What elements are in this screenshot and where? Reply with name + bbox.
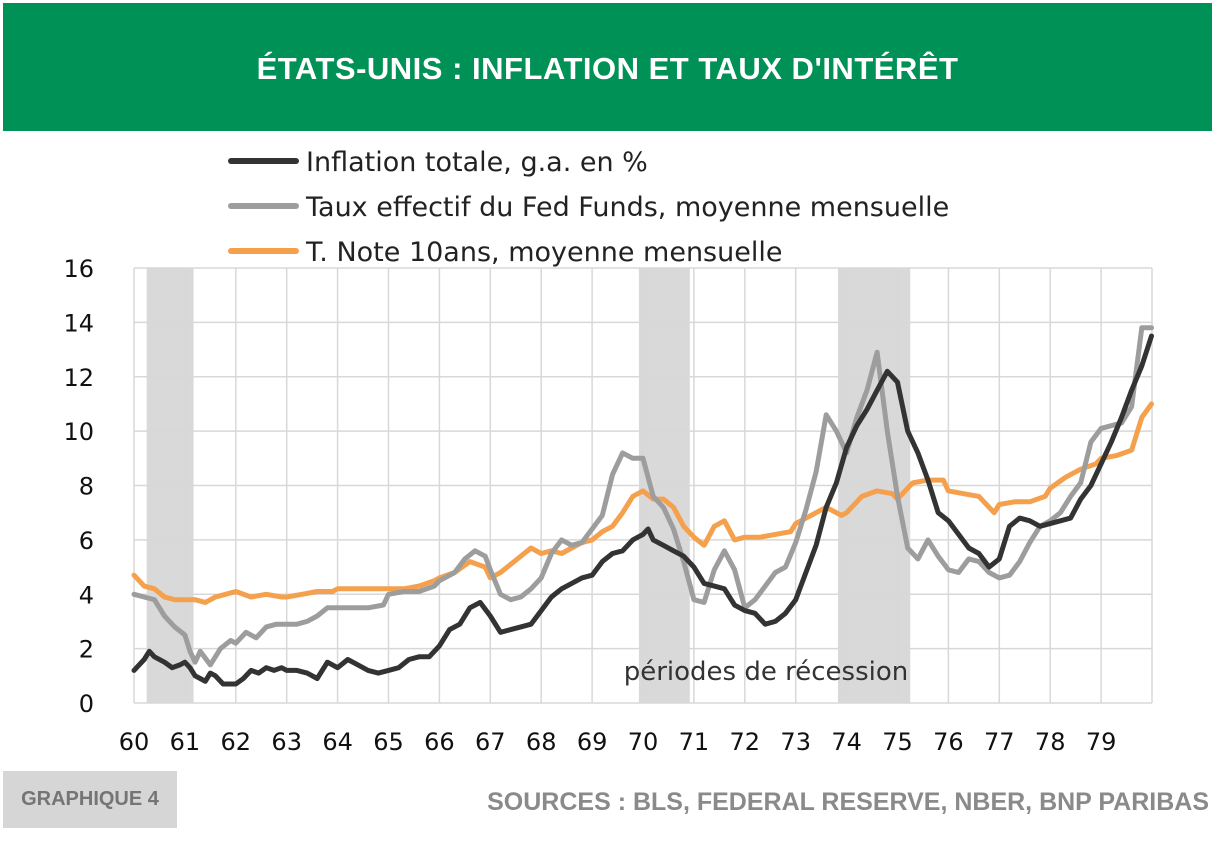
- y-tick-label-5: 10: [63, 418, 94, 446]
- x-tick-label-5: 65: [373, 728, 404, 756]
- x-tick-label-15: 75: [882, 728, 913, 756]
- chart-legend: Inflation totale, g.a. en % Taux effectif…: [228, 147, 949, 268]
- series-line-0: [131, 333, 1154, 687]
- page-title: ÉTATS-UNIS : INFLATION ET TAUX D'INTÉRÊT: [256, 51, 959, 86]
- x-tick-label-16: 76: [933, 728, 964, 756]
- y-tick-label-8: 16: [63, 255, 94, 283]
- figure-badge: GRAPHIQUE 4: [3, 771, 177, 828]
- x-tick-label-0: 60: [119, 728, 150, 756]
- y-tick-label-0: 0: [79, 690, 94, 718]
- x-tick-label-6: 66: [424, 728, 455, 756]
- title-banner: ÉTATS-UNIS : INFLATION ET TAUX D'INTÉRÊT: [3, 3, 1212, 131]
- x-tick-label-17: 77: [984, 728, 1015, 756]
- x-tick-label-4: 64: [322, 728, 353, 756]
- x-tick-label-19: 79: [1086, 728, 1117, 756]
- x-tick-label-13: 73: [780, 728, 811, 756]
- legend-label-1: Taux effectif du Fed Funds, moyenne mens…: [305, 192, 949, 223]
- x-tick-label-8: 68: [526, 728, 557, 756]
- x-tick-label-1: 61: [170, 728, 201, 756]
- legend-label-2: T. Note 10ans, moyenne mensuelle: [305, 237, 782, 268]
- x-tick-label-12: 72: [730, 728, 761, 756]
- legend-label-0: Inflation totale, g.a. en %: [306, 147, 648, 178]
- y-tick-label-4: 8: [79, 473, 94, 501]
- y-tick-label-6: 12: [63, 364, 94, 392]
- x-tick-label-18: 78: [1035, 728, 1066, 756]
- series-line-1: [131, 325, 1154, 668]
- y-tick-label-3: 6: [79, 527, 94, 555]
- x-tick-label-2: 62: [221, 728, 252, 756]
- y-tick-label-1: 2: [79, 636, 94, 664]
- series-line-2: [131, 401, 1154, 605]
- y-tick-label-7: 14: [63, 309, 94, 337]
- x-tick-label-11: 71: [679, 728, 710, 756]
- sources-text: SOURCES : BLS, FEDERAL RESERVE, NBER, BN…: [487, 788, 1209, 816]
- x-tick-label-7: 67: [475, 728, 506, 756]
- y-tick-label-2: 4: [79, 581, 94, 609]
- x-tick-label-14: 74: [831, 728, 862, 756]
- x-tick-label-9: 69: [577, 728, 608, 756]
- x-tick-label-10: 70: [628, 728, 659, 756]
- recession-annotation: périodes de récession: [624, 657, 909, 687]
- x-tick-label-3: 63: [271, 728, 302, 756]
- chart-series: [131, 325, 1154, 687]
- chart-grid: [133, 267, 1153, 704]
